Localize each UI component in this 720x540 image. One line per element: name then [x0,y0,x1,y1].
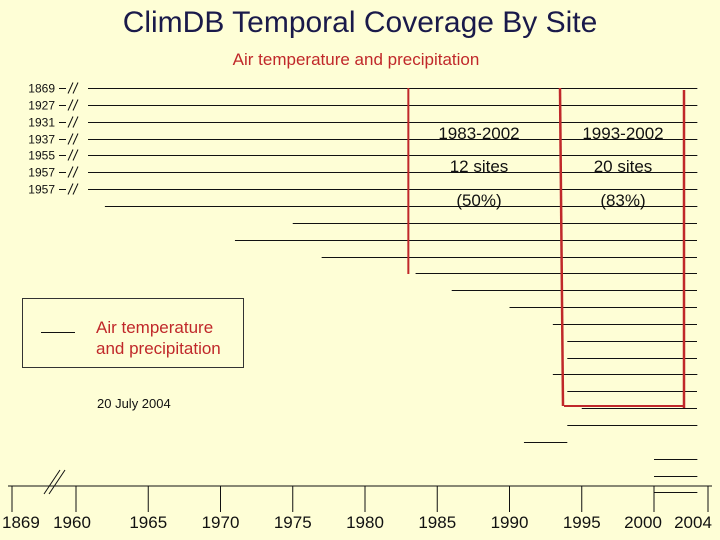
x-tick-label: 1970 [202,513,240,532]
site-bar-break [72,82,79,94]
site-start-year-label: 1869 [28,82,55,96]
stat-sites-1: 12 sites [449,157,509,176]
axis-break-mark [43,469,61,495]
site-bar-break [67,99,74,111]
site-bar-break [72,166,79,178]
site-bar-break [72,183,79,195]
site-start-year-label: 1955 [28,149,55,163]
reference-marker-2002 [558,87,565,407]
x-tick-label: 1995 [563,513,601,532]
site-start-year-label: 1931 [28,116,55,130]
site-start-year-label: 1937 [28,133,55,147]
site-bar-break [72,149,79,161]
legend-label-line1: Air temperature [96,318,214,337]
stat-percent-1: (50%) [456,191,502,210]
footer-date: 20 July 2004 [97,396,171,411]
site-bar-break [67,133,74,145]
x-tick-label: 1990 [491,513,529,532]
x-tick-label: 1985 [418,513,456,532]
legend-label-line2: and precipitation [96,339,221,358]
x-tick-label: 1965 [129,513,167,532]
axis-break-mark [48,469,66,495]
chart-subtitle: Air temperature and precipitation [232,50,480,69]
legend-label: Air temperature and precipitation [96,317,221,359]
x-tick-label: 1960 [53,513,91,532]
site-start-year-label: 1957 [28,166,55,180]
site-bar-break [72,116,79,128]
legend-swatch [41,332,75,333]
site-bar-break [67,116,74,128]
stat-percent-2: (83%) [600,191,646,210]
chart-title: ClimDB Temporal Coverage By Site [122,6,598,39]
site-start-year-label: 1957 [28,183,55,197]
legend: Air temperature and precipitation [22,298,244,368]
site-bar-break [67,149,74,161]
site-bar-break [72,133,79,145]
site-bar-break [67,82,74,94]
stat-period-2: 1993-2002 [582,124,664,143]
site-bar-break [67,166,74,178]
x-tick-label: 1869 [2,513,40,532]
x-tick-label: 2004 [674,513,712,532]
x-tick-label: 2000 [624,513,662,532]
site-bar-break [72,99,79,111]
x-tick-label: 1980 [346,513,384,532]
site-start-year-label: 1927 [28,99,55,113]
stat-sites-2: 20 sites [593,157,653,176]
site-bar-break [67,183,74,195]
stat-period-1: 1983-2002 [438,124,520,143]
x-tick-label: 1975 [274,513,312,532]
